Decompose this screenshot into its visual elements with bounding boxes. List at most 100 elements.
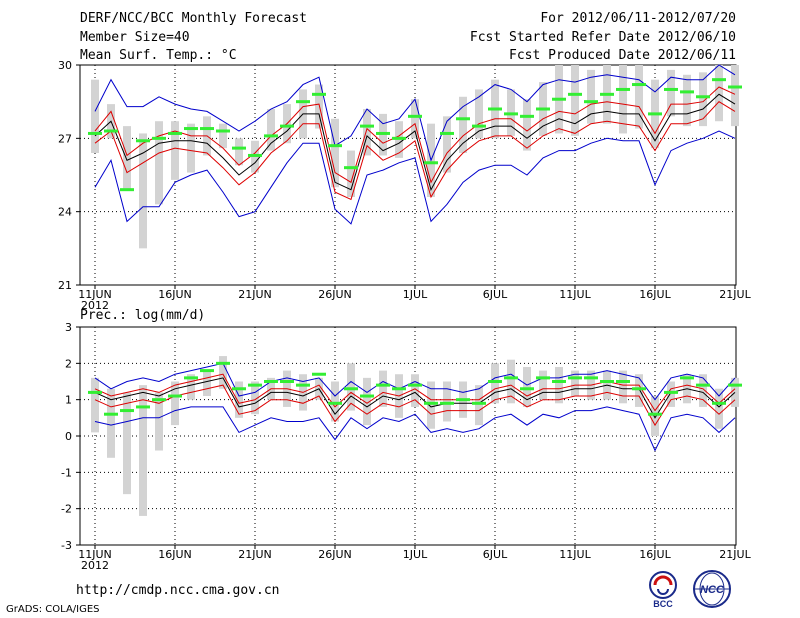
prec-box	[251, 381, 259, 415]
temp-obs-marker	[664, 87, 678, 91]
temp-obs-marker	[408, 114, 422, 118]
prec-obs-marker	[408, 383, 422, 387]
temp-obs-marker	[376, 131, 390, 135]
temp-obs-marker	[312, 92, 326, 96]
source-url[interactable]: http://cmdp.ncc.cma.gov.cn	[76, 583, 280, 598]
prec-obs-marker	[88, 390, 102, 394]
prec-box	[379, 370, 387, 407]
prec-box	[187, 374, 195, 400]
temp-line-min	[94, 64, 736, 162]
prec-obs-marker	[664, 390, 678, 394]
prec-obs-marker	[440, 401, 454, 405]
prec-box	[555, 366, 563, 404]
prec-obs-marker	[216, 361, 230, 365]
temp-box	[411, 99, 419, 139]
prec-obs-marker	[376, 383, 390, 387]
temp-obs-marker	[616, 87, 630, 91]
temp-box	[523, 99, 531, 151]
temp-box	[91, 79, 99, 153]
temp-obs-marker	[216, 129, 230, 133]
prec-obs-marker	[616, 380, 630, 383]
prec-obs-marker	[456, 398, 470, 402]
prec-obs-marker	[488, 380, 502, 383]
prec-obs-marker	[520, 387, 534, 391]
prec-obs-marker	[312, 372, 326, 376]
bcc-logo-wave	[657, 588, 669, 595]
temp-box	[235, 138, 243, 166]
temp-line-max	[94, 130, 736, 225]
prec-ytick-label: 1	[65, 394, 72, 407]
prec-box	[491, 363, 499, 404]
temp-box	[475, 89, 483, 139]
prec-obs-marker	[424, 401, 438, 405]
temp-box	[619, 65, 627, 134]
temp-xtick-label: 1JUL	[403, 288, 428, 301]
temp-obs-marker	[600, 92, 614, 96]
temp-obs-marker	[440, 131, 454, 135]
prec-obs-marker	[584, 376, 598, 380]
temp-xtick-label: 11JUN	[78, 288, 112, 301]
prec-obs-marker	[344, 387, 358, 391]
prec-ytick-label: -1	[61, 466, 72, 479]
temp-ytick-label: 30	[58, 59, 72, 72]
temp-obs-marker	[520, 114, 534, 118]
prec-obs-marker	[600, 380, 614, 383]
prec-box	[123, 392, 131, 495]
prec-obs-marker	[552, 380, 566, 383]
prec-box	[107, 388, 115, 458]
prec-obs-marker	[200, 369, 214, 373]
temp-line-upper-quartile	[94, 86, 736, 184]
prec-obs-marker	[472, 401, 486, 405]
prec-line-min	[94, 406, 736, 452]
prec-obs-marker	[712, 401, 726, 405]
temp-obs-marker	[360, 124, 374, 128]
prec-xtick-label: 6JUL	[483, 548, 508, 561]
temp-box	[635, 65, 643, 129]
temp-obs-marker	[472, 124, 486, 128]
temp-obs-marker	[184, 127, 198, 131]
temp-box	[715, 65, 723, 122]
prec-ytick-label: -2	[61, 503, 72, 516]
prec-box	[171, 381, 179, 426]
temp-obs-marker	[552, 97, 566, 101]
prec-obs-marker	[104, 412, 118, 416]
temp-box	[699, 72, 707, 127]
temp-box	[571, 65, 579, 136]
bcc-logo-swirl	[653, 575, 673, 586]
prec-box	[571, 370, 579, 397]
temp-box	[731, 65, 739, 127]
temp-obs-marker	[536, 107, 550, 111]
prec-box	[475, 385, 483, 426]
temp-obs-marker	[168, 131, 182, 135]
prec-obs-marker	[296, 383, 310, 387]
temp-box	[443, 116, 451, 173]
prec-obs-marker	[184, 376, 198, 380]
prec-box	[619, 370, 627, 404]
prec-box	[715, 388, 723, 429]
forecast-period: For 2012/06/11-2012/07/20	[540, 11, 736, 26]
prec-obs-marker	[120, 409, 134, 413]
temp-obs-marker	[344, 166, 358, 170]
prec-box	[443, 381, 451, 422]
prec-box	[91, 377, 99, 433]
prec-obs-marker	[680, 376, 694, 380]
temp-obs-marker	[632, 83, 646, 87]
ncc-logo-text: NCC	[700, 584, 725, 596]
prec-box	[411, 374, 419, 407]
ncc-logo: NCC	[693, 570, 731, 608]
prec-obs-marker	[248, 383, 262, 387]
temp-obs-marker	[120, 188, 134, 192]
member-size: Member Size=40	[80, 30, 190, 45]
temp-obs-marker	[280, 124, 294, 128]
temp-obs-marker	[728, 85, 742, 89]
prec-xtick-label: 11JUN	[78, 548, 112, 561]
temp-box	[315, 84, 323, 129]
temp-box	[587, 69, 595, 124]
prec-box	[427, 381, 435, 429]
temp-ytick-label: 21	[58, 279, 72, 292]
prec-obs-marker	[728, 383, 742, 387]
prec-box	[139, 385, 147, 516]
prec-xtick-label: 11JUL	[559, 548, 591, 561]
temp-xtick-label: 21JUN	[238, 288, 272, 301]
prec-ytick-label: -3	[61, 539, 72, 552]
